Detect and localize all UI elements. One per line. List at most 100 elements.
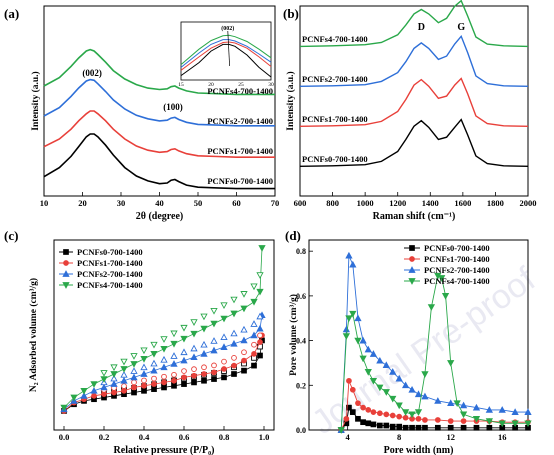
x-axis-label: 2θ (degree) (136, 211, 184, 222)
adsorption-point (80, 387, 88, 395)
adsorption-point (90, 381, 98, 388)
desorption-point (191, 366, 197, 373)
adsorption-point (200, 350, 208, 357)
desorption-point (240, 291, 248, 298)
adsorption-point (180, 356, 188, 364)
inset-tick-label: 15 (178, 82, 184, 88)
x-tick-label: 1800 (487, 198, 504, 208)
adsorption-line (63, 315, 263, 410)
adsorption-point (121, 387, 127, 394)
panel-label: (a) (4, 6, 19, 21)
plot-frame (53, 239, 275, 431)
pore-point (377, 422, 383, 429)
adsorption-point (70, 394, 78, 402)
desorption-point (181, 368, 187, 374)
desorption-point (220, 302, 228, 310)
pore-point (447, 418, 454, 424)
legend-marker (62, 270, 70, 277)
adsorption-point (191, 372, 197, 379)
desorption-point (221, 358, 227, 365)
pore-point (447, 360, 455, 367)
adsorption-point (191, 379, 197, 386)
inset-series-line (180, 34, 272, 65)
pore-point (438, 275, 446, 282)
pore-point (459, 411, 468, 419)
legend-label: PCNFs0-700-1400 (424, 243, 490, 253)
pore-point (460, 418, 467, 424)
desorption-point (240, 325, 248, 333)
pore-point (472, 415, 481, 423)
x-tick-label: 40 (155, 198, 164, 208)
desorption-point (130, 353, 138, 360)
pore-point (402, 424, 409, 431)
pore-point (345, 251, 353, 259)
pore-point (354, 337, 362, 345)
pore-point (511, 420, 519, 428)
desorption-point (141, 377, 147, 384)
adsorption-point (110, 371, 118, 378)
adsorption-point (100, 376, 108, 383)
pore-point (337, 427, 345, 434)
desorption-point (230, 296, 238, 304)
desorption-point (200, 340, 208, 348)
adsorption-point (200, 325, 208, 333)
y-tick-label: 0.4 (296, 337, 306, 346)
pore-point (472, 403, 481, 411)
peak-label: D (418, 22, 425, 33)
pore-point (427, 304, 436, 311)
pore-point (383, 411, 390, 418)
adsorption-point (130, 361, 138, 368)
pore-point (401, 409, 410, 416)
legend-label: PCNFs1-700-1400 (424, 254, 490, 264)
pore-point (421, 392, 429, 400)
x-axis-label: Raman shift (cm⁻¹) (373, 211, 456, 222)
legend-label: PCNFs2-700-1400 (77, 269, 143, 279)
pore-point (346, 404, 352, 411)
pore-point (377, 410, 383, 417)
desorption-point (241, 349, 247, 356)
adsorption-line (63, 335, 263, 412)
pore-point (359, 336, 367, 344)
x-tick-label: 0.6 (179, 432, 190, 442)
pore-point (369, 377, 378, 385)
adsorption-point (80, 392, 88, 399)
series-label: PCNFs0-700-1400 (207, 176, 273, 186)
series-label: PCNFs2-700-1400 (302, 74, 368, 84)
pore-point (370, 421, 377, 428)
adsorption-point (140, 370, 148, 377)
series-label: PCNFs1-700-1400 (207, 146, 273, 156)
panel-label: (d) (285, 228, 301, 243)
desorption-point (170, 330, 178, 338)
xrd-series-line (43, 48, 275, 96)
desorption-point (130, 367, 138, 374)
plot-frame (299, 5, 529, 197)
pore-series (337, 251, 532, 433)
pore-point (349, 409, 356, 415)
pore-point (414, 390, 423, 398)
pore-point (364, 345, 372, 353)
xrd-series-line (43, 133, 275, 190)
x-tick-label: 0.0 (59, 432, 70, 442)
desorption-point (256, 312, 264, 320)
x-tick-label: 2000 (520, 198, 537, 208)
desorption-point (110, 374, 118, 382)
series-label: PCNFs0-700-1400 (302, 154, 368, 164)
inset-peak-label: (002) (221, 25, 234, 32)
raman-series-line (299, 77, 529, 127)
pore-point (346, 377, 352, 384)
adsorption-point (257, 352, 263, 359)
raman-series-line (299, 34, 529, 87)
adsorption-point (257, 339, 263, 345)
pore-point (459, 401, 468, 409)
adsorption-point (120, 366, 128, 373)
adsorption-point (160, 363, 168, 371)
pore-point (485, 406, 493, 413)
desorption-point (160, 355, 168, 363)
pore-point (524, 408, 532, 415)
x-tick-label: 1000 (357, 198, 374, 208)
pore-point (349, 260, 357, 268)
desorption-point (250, 283, 258, 291)
desorption-point (140, 347, 148, 355)
adsorption-point (231, 362, 237, 369)
